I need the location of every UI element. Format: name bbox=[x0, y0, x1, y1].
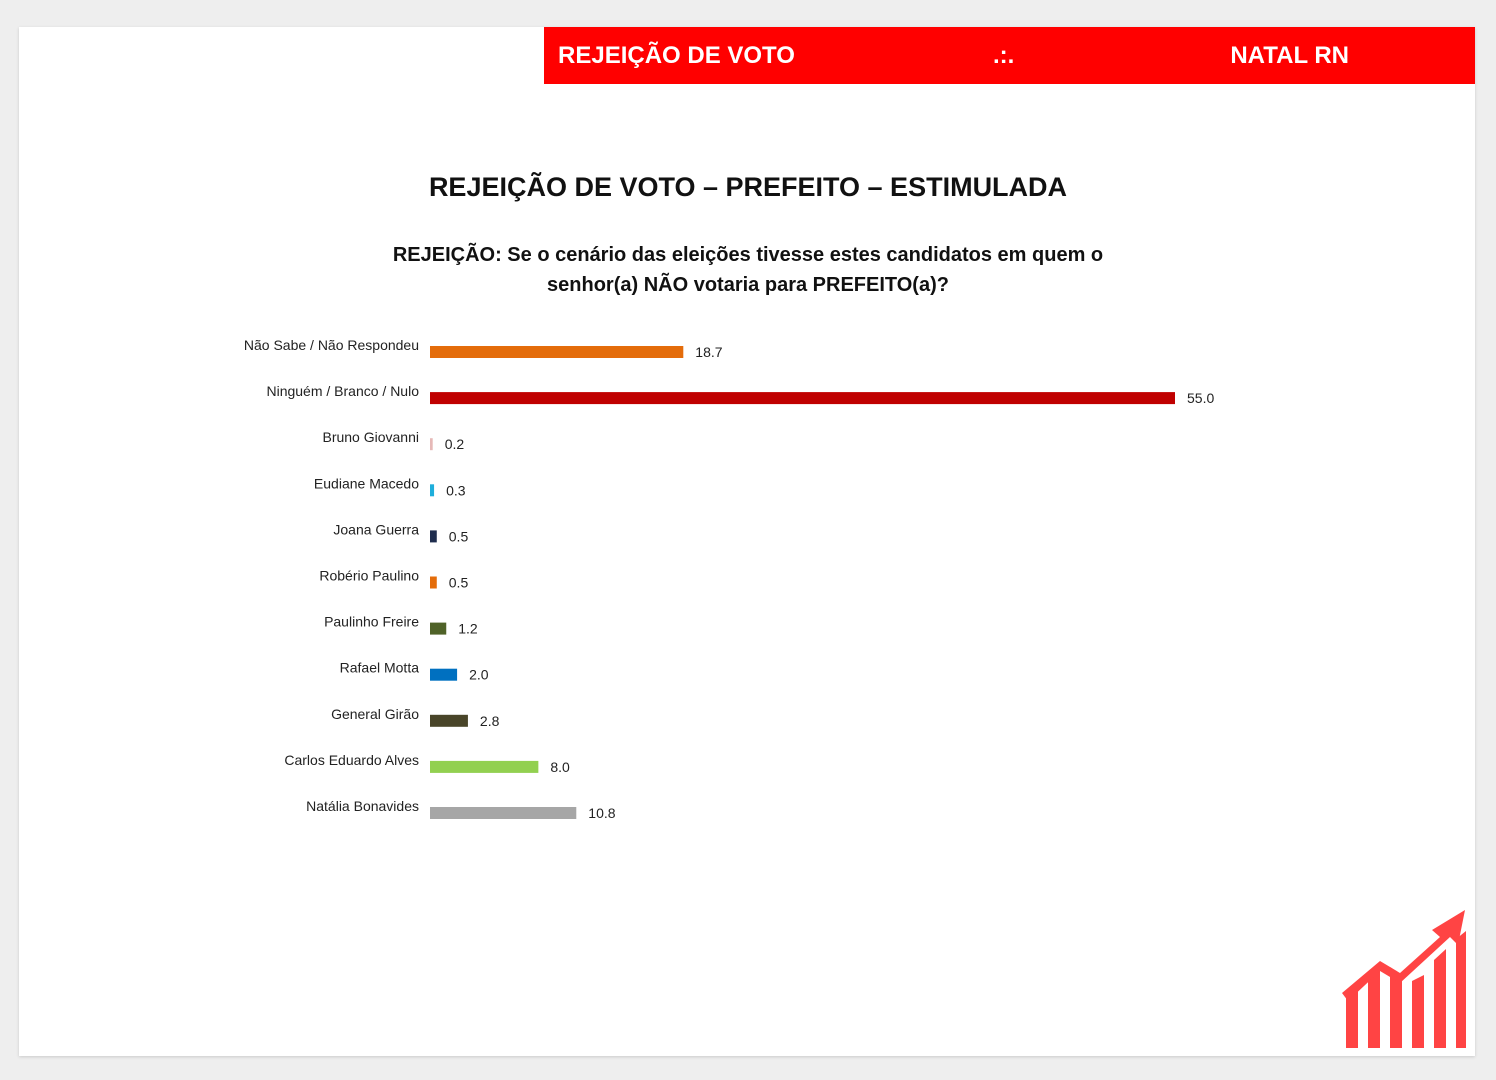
bar bbox=[430, 530, 437, 543]
header-bar: REJEIÇÃO DE VOTO .:. NATAL RN bbox=[544, 27, 1475, 84]
chart-title: REJEIÇÃO DE VOTO – PREFEITO – ESTIMULADA bbox=[428, 172, 1068, 202]
bar bbox=[430, 346, 684, 358]
data-label: 0.5 bbox=[449, 528, 469, 544]
header-location: NATAL RN bbox=[1230, 42, 1349, 69]
data-label: 8.0 bbox=[550, 759, 570, 775]
category-label: Bruno Giovanni bbox=[322, 429, 419, 445]
bar bbox=[430, 622, 447, 635]
chart-subtitle: REJEIÇÃO: Se o cenário das eleições tive… bbox=[348, 240, 1148, 300]
bar bbox=[430, 484, 435, 497]
chart-subtitle-line-1: REJEIÇÃO: Se o cenário das eleições tive… bbox=[392, 244, 1104, 266]
category-label: Natália Bonavides bbox=[306, 798, 419, 814]
bar bbox=[430, 668, 458, 681]
bar bbox=[430, 807, 577, 819]
category-label: Paulinho Freire bbox=[324, 614, 419, 630]
bar bbox=[430, 392, 1175, 405]
data-label: 0.3 bbox=[446, 482, 466, 498]
category-label: Carlos Eduardo Alves bbox=[284, 752, 419, 768]
chart-subtitle-line-2: senhor(a) NÃO votaria para PREFEITO(a)? bbox=[547, 274, 949, 296]
rising-bars-arrow-icon bbox=[1342, 910, 1466, 1048]
data-label: 0.5 bbox=[449, 575, 469, 591]
bar bbox=[430, 438, 433, 451]
bar bbox=[430, 576, 437, 589]
bar bbox=[430, 760, 539, 773]
category-label: Robério Paulino bbox=[319, 568, 419, 584]
data-label: 2.0 bbox=[469, 667, 489, 683]
slide-background bbox=[19, 27, 1475, 1056]
bar bbox=[430, 714, 468, 727]
category-label: Eudiane Macedo bbox=[314, 475, 419, 491]
category-label: Não Sabe / Não Respondeu bbox=[244, 337, 419, 353]
data-label: 10.8 bbox=[588, 805, 615, 821]
category-label: General Girão bbox=[331, 706, 419, 722]
data-label: 18.7 bbox=[695, 344, 722, 360]
category-label: Joana Guerra bbox=[333, 521, 419, 537]
header-title: REJEIÇÃO DE VOTO bbox=[558, 42, 795, 69]
header-separator: .:. bbox=[993, 42, 1015, 69]
data-label: 1.2 bbox=[458, 621, 478, 637]
category-label: Ninguém / Branco / Nulo bbox=[266, 383, 419, 399]
data-label: 0.2 bbox=[445, 436, 465, 452]
data-label: 55.0 bbox=[1187, 390, 1214, 406]
category-label: Rafael Motta bbox=[340, 660, 420, 676]
data-label: 2.8 bbox=[480, 713, 500, 729]
